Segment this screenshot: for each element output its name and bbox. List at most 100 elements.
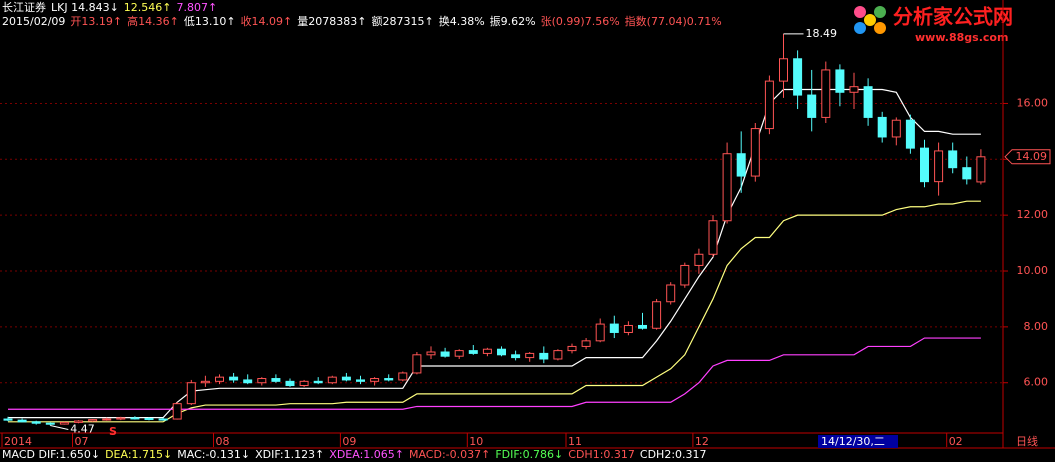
candle-body (59, 421, 69, 425)
indicator-line (8, 88, 981, 419)
candle-body (666, 284, 676, 303)
candle-body (468, 350, 478, 354)
candle-body (454, 350, 464, 357)
candle-body (17, 419, 27, 423)
x-tick-label: 12 (695, 435, 709, 448)
candle-body (849, 86, 859, 93)
header-item: LKJ 14.843↓ (51, 1, 119, 14)
candle-body (511, 354, 521, 359)
x-tick-label: 07 (75, 435, 89, 448)
candle-body (835, 69, 845, 93)
logo-petal (854, 22, 866, 34)
candle-body (172, 403, 182, 420)
candle-body (116, 417, 126, 420)
candle-body (595, 323, 605, 342)
logo-petal (854, 6, 866, 18)
header-item: CDH2:0.317 (640, 448, 707, 461)
header-item: MACD DIF:1.650↓ (2, 448, 100, 461)
y-tick-label: 8.00 (1024, 320, 1049, 333)
candle-body (581, 340, 591, 347)
header-item: MAC:-0.131↓ (177, 448, 250, 461)
candle-body (976, 156, 986, 183)
header-item: 额287315↑ (372, 15, 434, 28)
period-label: 日线 (1016, 434, 1038, 448)
x-tick-label: 09 (342, 435, 356, 448)
candle-body (482, 348, 492, 354)
candle-body (200, 380, 210, 384)
candle-body (962, 167, 972, 180)
x-tick-label: 10 (469, 435, 483, 448)
header-item: XDEA:1.065↑ (329, 448, 404, 461)
low-leader (50, 424, 69, 430)
candle-body (398, 372, 408, 381)
candle-body (215, 376, 224, 382)
header-item: FDIF:0.786↓ (495, 448, 563, 461)
x-tick-label: 11 (568, 435, 582, 448)
logo-petal (864, 14, 876, 26)
candle-body (313, 380, 323, 384)
candle-body (88, 419, 98, 422)
signal-label: S (109, 425, 117, 438)
header-item: 开13.19↑ (70, 15, 122, 28)
cursor-box (818, 435, 898, 448)
candle-body (863, 86, 873, 118)
candle-body (130, 417, 140, 420)
candle-body (440, 351, 450, 357)
indicator-line (8, 200, 981, 423)
header-item: 2015/02/09 (2, 15, 65, 28)
candle-body (102, 418, 112, 421)
candle-body (708, 220, 718, 255)
header-item: 7.807↑ (177, 1, 218, 14)
candle-body (229, 376, 239, 381)
cursor-label: 14/12/30,二 (821, 435, 885, 448)
candle-body (680, 264, 690, 286)
candle-body (525, 352, 535, 359)
candle-body (609, 323, 619, 333)
candle-body (539, 352, 549, 360)
header-item: 振9.62% (490, 14, 536, 28)
header-item: 张(0.99)7.56% (541, 15, 620, 28)
x-tick-label: 02 (949, 435, 963, 448)
logo-petal (874, 6, 886, 18)
candle-body (750, 128, 760, 177)
candle-body (370, 378, 380, 382)
candle-body (45, 422, 55, 425)
candle-body (779, 58, 788, 82)
candle-body (694, 253, 704, 266)
logo-petal (874, 22, 886, 34)
y-tick-label: 6.00 (1024, 376, 1049, 389)
header-item: 高14.36↑ (127, 14, 179, 28)
price-tag (1004, 149, 1051, 165)
candle-body (948, 150, 958, 169)
header-item: 12.546↑ (124, 1, 172, 14)
header-item: MACD:-0.037↑ (409, 448, 490, 461)
candle-body (144, 417, 154, 420)
candle-body (384, 378, 394, 381)
candle-body (271, 378, 281, 382)
candle-body (877, 116, 887, 138)
candle-body (567, 345, 577, 352)
candle-body (934, 150, 944, 183)
header-item: XDIF:1.123↑ (255, 448, 324, 461)
header-item: DEA:1.715↓ (105, 448, 172, 461)
header-item: CDH1:0.317 (568, 448, 635, 461)
candle-body (341, 376, 351, 381)
candle-body (285, 380, 295, 387)
candle-body (243, 379, 253, 384)
candle-body (920, 147, 929, 183)
y-tick-label: 16.00 (1017, 96, 1049, 109)
candle-body (327, 376, 337, 384)
logo-title: 分析家公式网 (893, 5, 1013, 29)
candle-body (652, 301, 662, 329)
y-tick-label: 10.00 (1017, 264, 1049, 277)
candle-body (158, 418, 168, 421)
candle-body (807, 94, 817, 118)
header-item: 指数(77.04)0.71% (625, 14, 722, 28)
header-item: 换4.38% (439, 14, 485, 28)
x-tick-label: 2014 (4, 435, 32, 448)
candle-body (412, 354, 422, 374)
candle-body (623, 324, 633, 333)
logo-url: www.88gs.com (915, 31, 1008, 44)
candle-body (764, 80, 774, 130)
